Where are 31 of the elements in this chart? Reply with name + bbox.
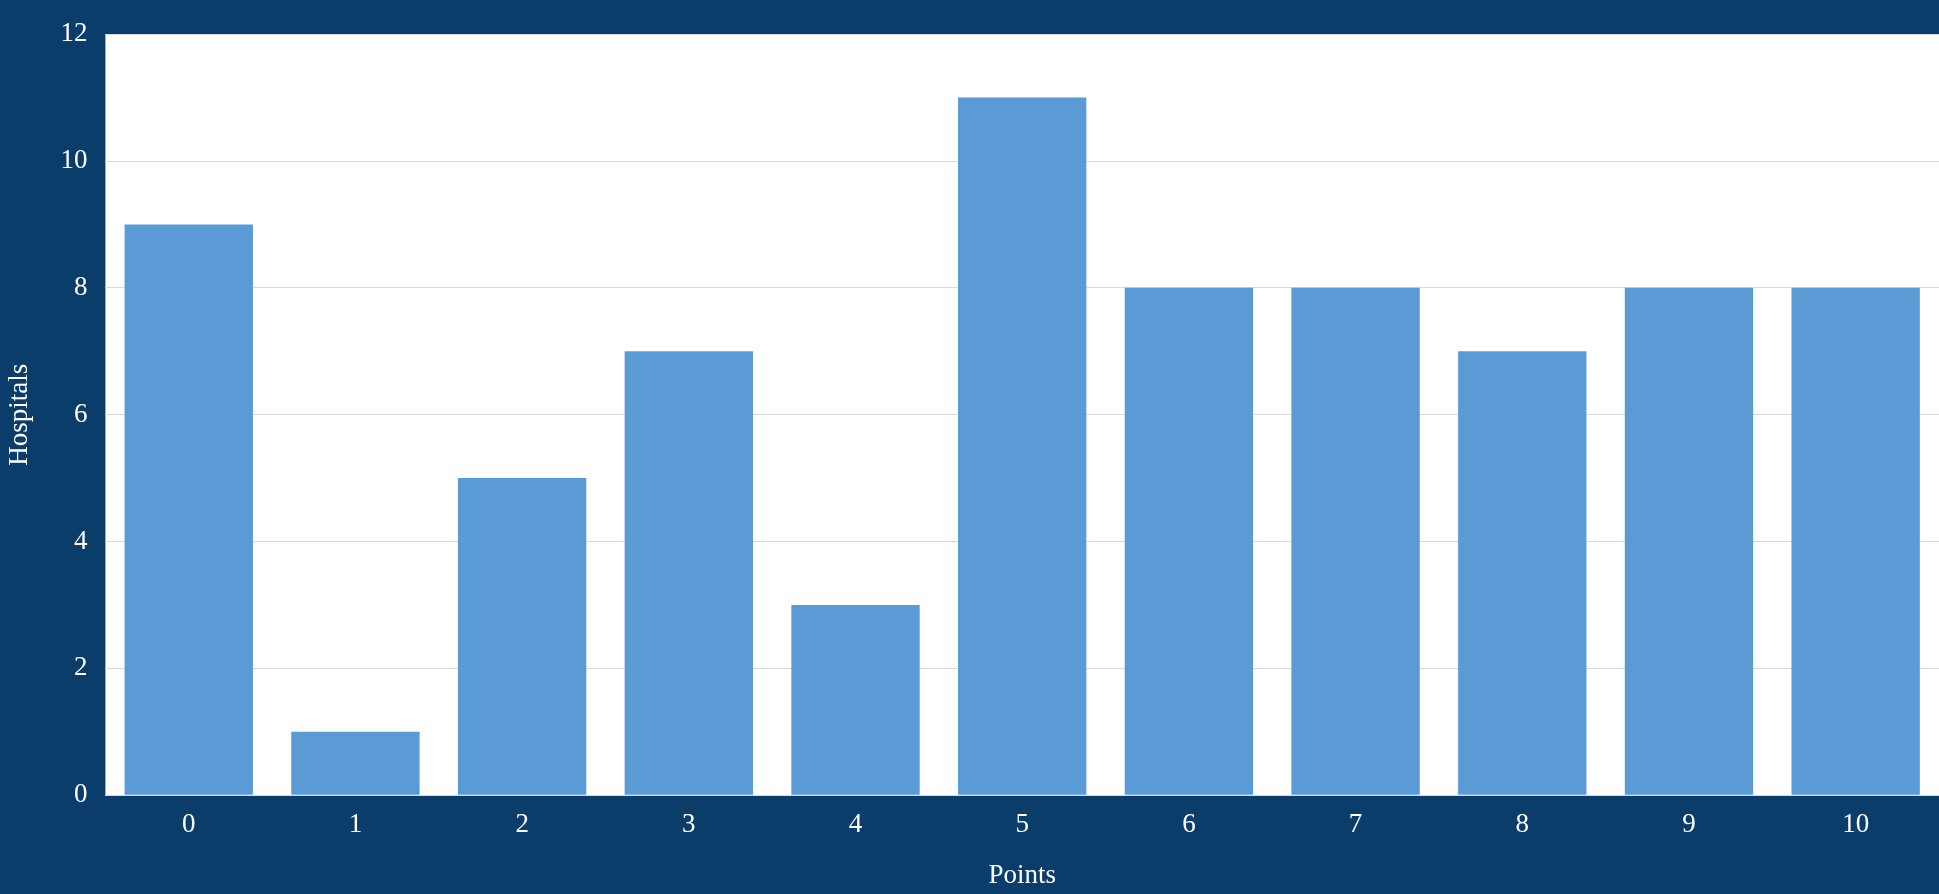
bar: [1458, 351, 1587, 795]
x-tick-label: 8: [1515, 808, 1530, 839]
bar: [1791, 287, 1920, 795]
bar: [1624, 287, 1754, 795]
x-tick-label: 1: [348, 808, 363, 839]
bar: [1124, 287, 1254, 795]
y-tick-label: 6: [73, 397, 88, 428]
x-tick-label: 0: [182, 808, 196, 839]
x-axis-title: Points: [988, 858, 1056, 889]
bar: [124, 224, 253, 795]
bar: [457, 478, 587, 795]
x-tick-label: 10: [1842, 808, 1870, 839]
bar: [624, 351, 753, 795]
x-tick-label: 7: [1348, 808, 1363, 839]
x-tick-label: 5: [1015, 808, 1029, 839]
y-tick-label: 4: [73, 524, 88, 555]
x-tick-label: 9: [1682, 808, 1696, 839]
y-tick-label: 12: [60, 17, 88, 48]
y-tick-label: 0: [73, 778, 88, 809]
bar: [958, 97, 1087, 795]
y-tick-label: 8: [73, 270, 88, 301]
x-tick-label: 6: [1182, 808, 1196, 839]
bar: [291, 731, 420, 795]
x-tick-label: 4: [848, 808, 863, 839]
x-tick-label: 2: [515, 808, 529, 839]
bar: [1291, 287, 1420, 795]
y-axis-title: Hospitals: [3, 363, 34, 466]
y-tick-label: 10: [60, 144, 88, 175]
y-tick-label: 2: [73, 651, 88, 682]
x-tick-label: 3: [682, 808, 696, 839]
bar: [791, 604, 920, 795]
